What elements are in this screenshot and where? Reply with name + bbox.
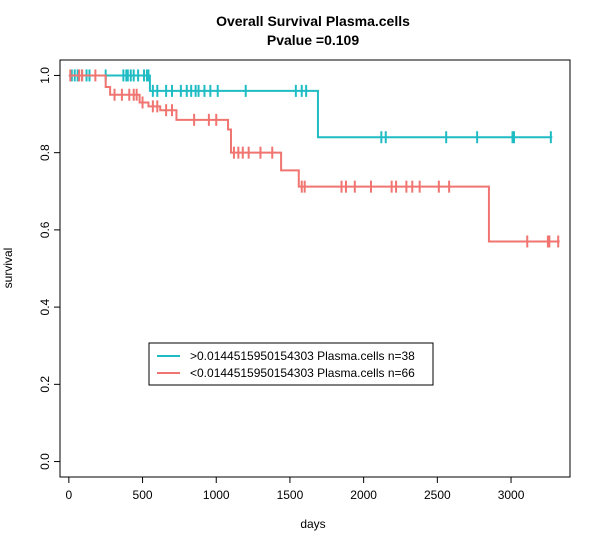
x-tick-label: 3000 [498,488,525,502]
y-axis-label: survival [1,248,15,289]
y-tick-label: 0.2 [38,376,52,393]
series-1 [68,69,560,248]
series-0 [68,69,553,144]
legend-box [148,342,434,386]
x-tick-label: 1500 [277,488,304,502]
series-layer [68,69,560,248]
chart-title: Overall Survival Plasma.cells [216,13,410,29]
y-tick-label: 0.4 [38,298,52,315]
y-tick-label: 0.6 [38,221,52,238]
x-axis-label: days [300,517,325,531]
x-tick-label: 0 [66,488,73,502]
x-tick-label: 1000 [203,488,230,502]
plot-frame [59,59,571,478]
legend-label-high: >0.0144515950154303 Plasma.cells n=38 [190,349,415,363]
x-axis: 0 500 1000 1500 2000 2500 3000 [66,476,525,502]
chart-subtitle: Pvalue =0.109 [267,32,359,48]
survival-curve [68,74,560,243]
y-tick-label: 0.0 [38,453,52,470]
x-tick-label: 500 [133,488,153,502]
survival-curve [68,74,553,139]
y-tick-label: 1.0 [38,67,52,84]
legend-label-low: <0.0144515950154303 Plasma.cells n=66 [190,366,415,380]
y-axis: 0.0 0.2 0.4 0.6 0.8 1.0 [38,67,61,470]
x-tick-label: 2000 [350,488,377,502]
x-tick-label: 2500 [424,488,451,502]
legend: >0.0144515950154303 Plasma.cells n=38 <0… [148,342,434,386]
y-tick-label: 0.8 [38,144,52,161]
